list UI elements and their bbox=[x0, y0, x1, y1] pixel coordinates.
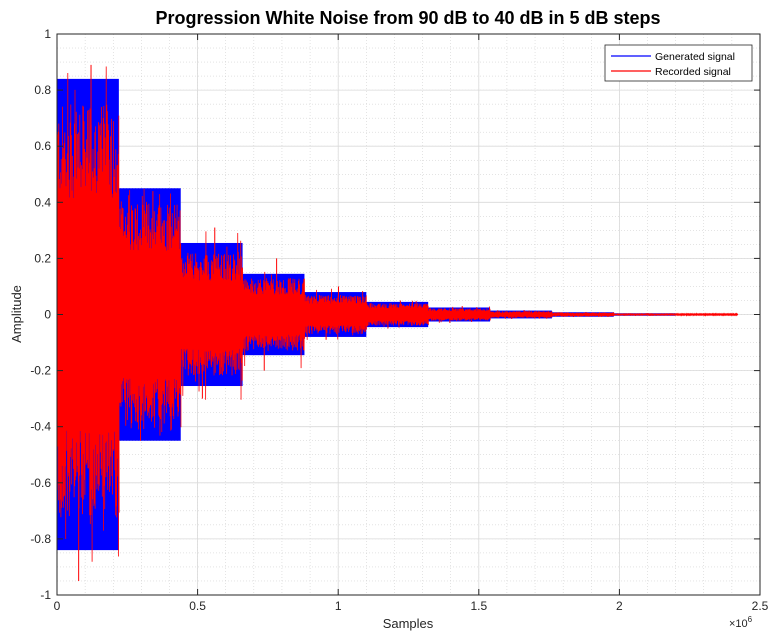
x-axis-exponent: ×106 bbox=[729, 615, 753, 630]
legend-label-generated: Generated signal bbox=[655, 51, 735, 63]
x-tick-label: 2 bbox=[616, 599, 623, 613]
y-tick-label: 0.6 bbox=[34, 139, 51, 153]
y-axis-label: Amplitude bbox=[9, 285, 24, 343]
y-tick-label: 0.4 bbox=[34, 195, 51, 209]
y-tick-labels: -1 -0.8 -0.6 -0.4 -0.2 0 0.2 0.4 0.6 0.8 1 bbox=[30, 27, 51, 602]
x-tick-label: 1.5 bbox=[470, 599, 487, 613]
y-tick-label: -0.4 bbox=[30, 420, 51, 434]
legend-label-recorded: Recorded signal bbox=[655, 66, 731, 78]
x-exponent-base: ×10 bbox=[729, 618, 748, 630]
x-tick-labels: 0 0.5 1 1.5 2 2.5 bbox=[54, 599, 769, 613]
chart-title: Progression White Noise from 90 dB to 40… bbox=[155, 8, 660, 28]
y-tick-label: 1 bbox=[44, 27, 51, 41]
x-tick-label: 0 bbox=[54, 599, 61, 613]
x-exponent-power: 6 bbox=[748, 615, 753, 624]
x-axis-label: Samples bbox=[383, 616, 434, 631]
y-tick-label: 0 bbox=[44, 308, 51, 322]
y-tick-label: -0.8 bbox=[30, 532, 51, 546]
series-layer bbox=[57, 64, 739, 581]
x-tick-label: 0.5 bbox=[189, 599, 206, 613]
axis-ticks bbox=[56, 33, 761, 596]
legend: Generated signal Recorded signal bbox=[604, 44, 753, 82]
y-tick-label: 0.2 bbox=[34, 251, 51, 265]
recorded-signal-line bbox=[57, 66, 739, 562]
x-tick-label: 2.5 bbox=[752, 599, 769, 613]
y-tick-label: 0.8 bbox=[34, 83, 51, 97]
y-tick-label: -0.2 bbox=[30, 364, 51, 378]
y-tick-label: -1 bbox=[40, 588, 51, 602]
x-tick-label: 1 bbox=[335, 599, 342, 613]
y-tick-label: -0.6 bbox=[30, 476, 51, 490]
legend-box bbox=[604, 44, 753, 82]
